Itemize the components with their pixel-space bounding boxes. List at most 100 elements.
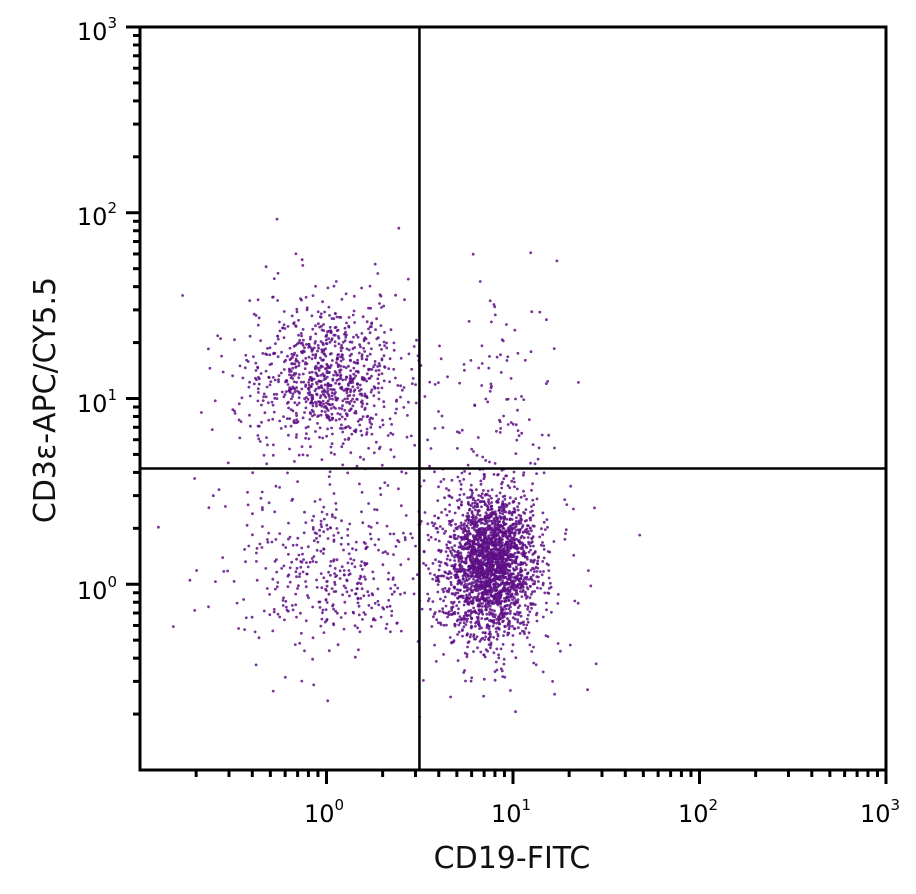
data-point — [368, 325, 372, 329]
data-point — [465, 524, 469, 528]
data-point — [466, 555, 470, 558]
y-axis-title: CD3ε-APC/CY5.5 — [28, 277, 63, 523]
data-point — [341, 340, 345, 344]
data-point — [310, 370, 314, 374]
data-point — [488, 590, 492, 593]
data-point — [456, 553, 460, 557]
data-point — [467, 551, 470, 554]
data-point — [329, 363, 333, 367]
data-point — [357, 648, 360, 652]
data-point — [340, 386, 343, 390]
data-point — [368, 376, 372, 380]
data-point — [331, 416, 334, 420]
data-point — [480, 545, 483, 549]
data-point — [389, 328, 393, 332]
data-point — [412, 592, 416, 596]
data-point — [497, 653, 500, 657]
data-point — [312, 410, 315, 414]
data-point — [288, 346, 292, 350]
data-point — [458, 381, 461, 385]
data-point — [370, 592, 374, 595]
data-point — [514, 561, 518, 565]
data-point — [462, 363, 466, 366]
data-point — [380, 348, 383, 351]
data-point — [345, 590, 349, 594]
data-point — [501, 500, 505, 503]
data-point — [513, 510, 516, 514]
data-point — [513, 508, 517, 512]
data-point — [470, 510, 474, 513]
data-point — [300, 387, 304, 391]
data-point — [446, 615, 449, 619]
data-point — [457, 535, 460, 538]
data-point — [226, 569, 230, 573]
data-point — [483, 638, 487, 641]
data-point — [453, 550, 457, 553]
data-point — [273, 560, 277, 563]
data-point — [450, 606, 454, 609]
data-point — [446, 554, 450, 558]
data-point — [510, 540, 513, 543]
data-point — [399, 384, 402, 388]
data-point — [291, 366, 295, 370]
x-tick-label: 100 — [304, 796, 344, 828]
data-point — [281, 599, 285, 602]
y-tick-labels: 100 101 102 103 — [77, 14, 117, 605]
data-point — [513, 531, 517, 535]
data-point — [476, 436, 480, 439]
data-point — [358, 343, 361, 347]
data-point — [466, 463, 470, 467]
data-point — [513, 544, 517, 547]
data-point — [433, 470, 436, 474]
data-point — [438, 564, 442, 568]
data-point — [511, 422, 515, 426]
data-point — [322, 323, 325, 326]
data-point — [330, 352, 333, 355]
data-point — [444, 562, 448, 566]
data-point — [469, 679, 473, 683]
data-point — [311, 560, 315, 563]
data-point — [297, 401, 301, 405]
data-point — [325, 580, 329, 583]
data-point — [460, 523, 464, 527]
data-point — [522, 549, 526, 553]
data-point — [528, 532, 531, 536]
data-point — [327, 371, 331, 374]
data-point — [467, 518, 471, 522]
data-point — [287, 389, 291, 393]
data-point — [518, 539, 521, 542]
data-point — [349, 390, 352, 394]
data-point — [277, 380, 280, 384]
data-point — [310, 314, 314, 318]
data-point — [271, 629, 275, 633]
data-point — [501, 579, 504, 583]
data-point — [440, 549, 443, 552]
data-point — [504, 530, 507, 533]
data-point — [536, 562, 540, 566]
data-point — [535, 613, 538, 617]
data-point — [318, 435, 321, 439]
data-point — [303, 367, 307, 370]
data-point — [469, 620, 473, 624]
data-point — [491, 615, 495, 618]
data-point — [488, 556, 491, 560]
data-point — [310, 557, 314, 560]
data-point — [301, 264, 305, 267]
data-point — [507, 549, 511, 553]
data-point — [369, 426, 373, 429]
data-point — [469, 585, 473, 589]
data-point — [480, 517, 483, 521]
data-point — [506, 556, 510, 559]
data-point — [282, 395, 286, 399]
data-point — [520, 395, 523, 398]
data-point — [549, 585, 553, 589]
data-point — [474, 521, 478, 524]
data-point — [347, 425, 350, 428]
data-point — [362, 346, 365, 350]
data-point — [490, 544, 494, 547]
data-point — [516, 429, 520, 432]
data-point — [498, 578, 502, 582]
data-point — [525, 563, 528, 567]
data-point — [494, 557, 498, 560]
data-point — [409, 434, 413, 438]
